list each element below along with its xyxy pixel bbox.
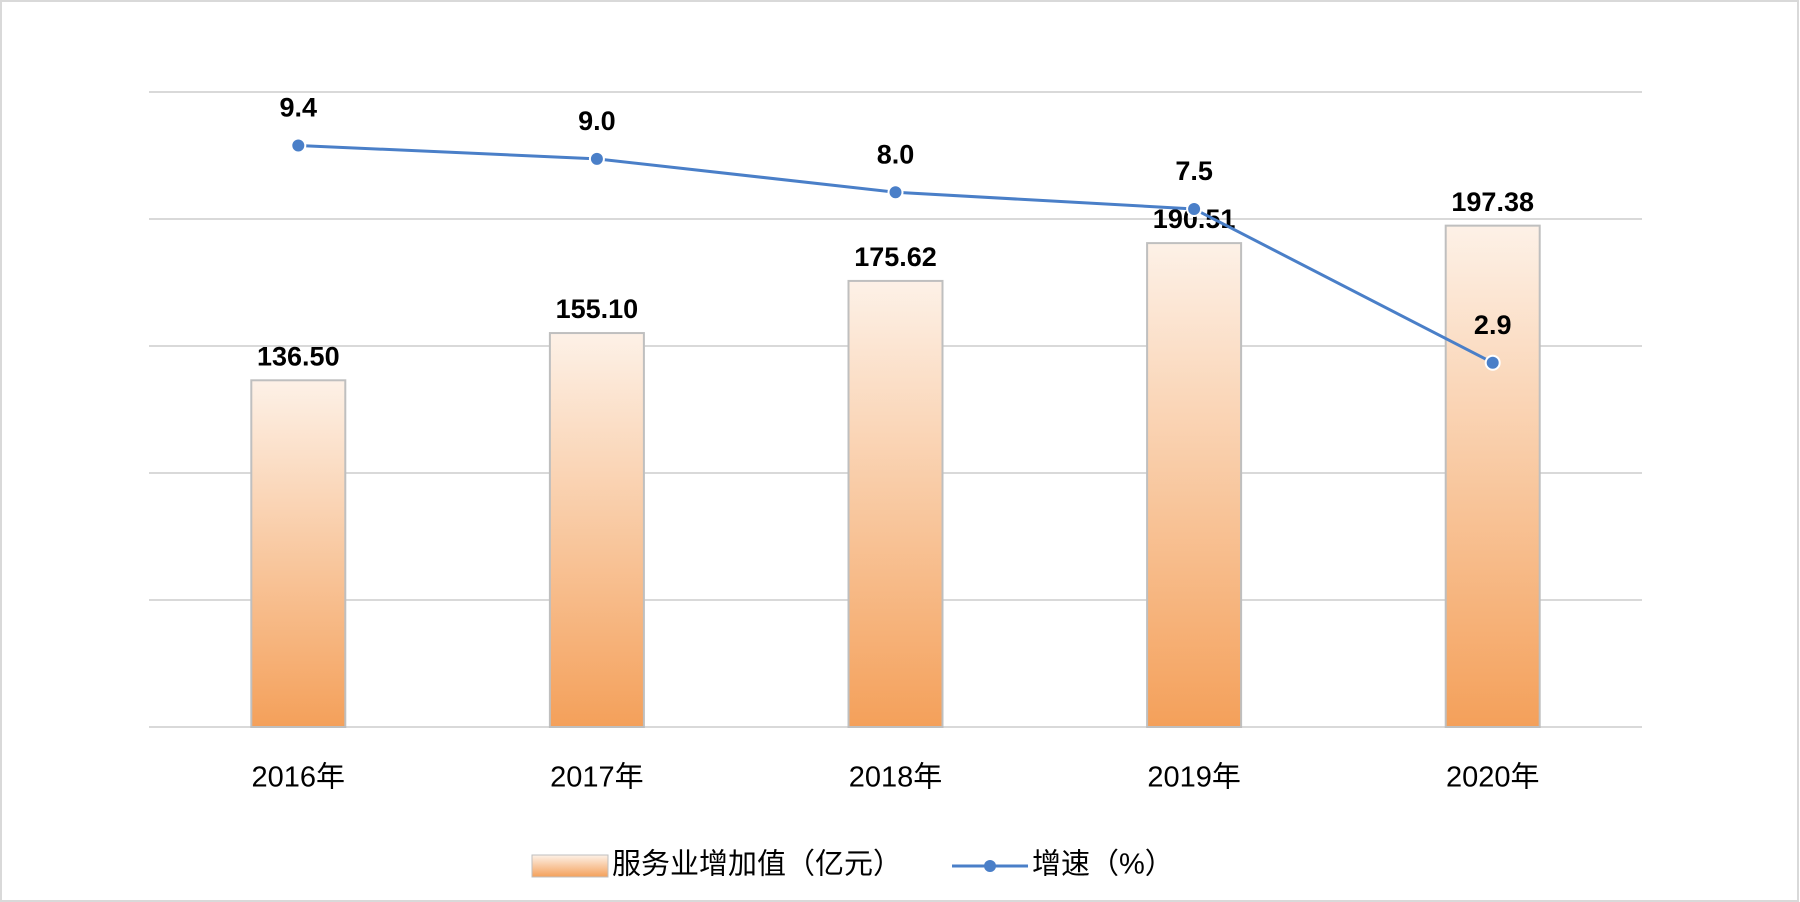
- data-label: 197.38: [1451, 187, 1534, 217]
- data-label: 8.0: [877, 139, 915, 169]
- bar: [548, 332, 645, 728]
- x-tick-label: 2018年: [849, 761, 943, 794]
- legend-swatch: [531, 854, 609, 878]
- x-tick-label: 2019年: [1147, 761, 1241, 794]
- line-point: [887, 184, 904, 201]
- x-tick-label: 2020年: [1446, 761, 1540, 794]
- data-label: 7.5: [1175, 156, 1213, 186]
- x-tick-label: 2017年: [550, 761, 644, 794]
- bar: [250, 379, 347, 728]
- data-label: 9.0: [578, 106, 616, 136]
- line-point: [290, 137, 307, 154]
- line-point: [1484, 354, 1501, 371]
- data-label: 2.9: [1474, 310, 1512, 340]
- data-label: 9.4: [280, 93, 318, 123]
- bar: [847, 279, 944, 728]
- line-point: [1186, 200, 1203, 217]
- data-label: 175.62: [854, 242, 937, 272]
- legend-label: 服务业增加值（亿元）: [612, 848, 902, 881]
- data-label: 136.50: [257, 341, 340, 371]
- bar: [1146, 242, 1243, 728]
- legend-label: 增速（%）: [1032, 848, 1174, 881]
- data-label: 155.10: [556, 294, 639, 324]
- x-tick-label: 2016年: [252, 761, 346, 794]
- line-point: [588, 150, 605, 167]
- legend-swatch: [984, 860, 997, 872]
- bar: [1444, 224, 1541, 729]
